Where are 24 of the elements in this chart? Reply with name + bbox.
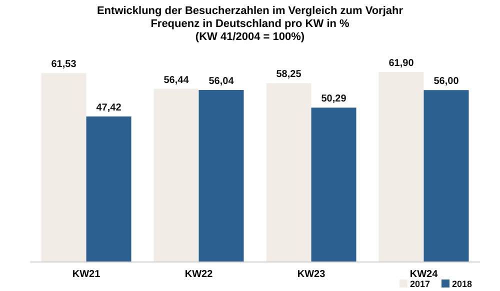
bar — [154, 88, 199, 262]
data-label: 56,44 — [164, 74, 190, 86]
data-label: 47,42 — [96, 102, 122, 114]
data-label: 56,04 — [208, 76, 234, 87]
data-label: 61,90 — [388, 58, 414, 69]
data-label: 61,53 — [51, 59, 77, 70]
bar — [311, 108, 356, 262]
bar — [41, 73, 86, 262]
legend-label: 2018 — [452, 279, 472, 289]
data-label: 56,00 — [434, 76, 460, 88]
x-tick-label: KW24 — [410, 269, 438, 280]
bar — [86, 116, 132, 262]
x-tick-label: KW23 — [297, 269, 326, 280]
chart-subtitle: Frequenz in Deutschland pro KW in % (KW 41/2004 = 100%) — [150, 18, 350, 43]
bar — [198, 90, 244, 262]
bar — [266, 83, 312, 262]
x-tick-label: KW21 — [72, 269, 101, 280]
data-label: 50,29 — [321, 94, 347, 105]
chart-title: Entwicklung der Besucherzahlen im Vergleich zum Vorjahr — [96, 5, 404, 17]
legend-label: 2017 — [410, 279, 430, 289]
data-label: 58,25 — [276, 69, 302, 80]
x-tick-label: KW22 — [184, 269, 214, 280]
bar — [424, 90, 469, 262]
bar — [378, 72, 424, 262]
